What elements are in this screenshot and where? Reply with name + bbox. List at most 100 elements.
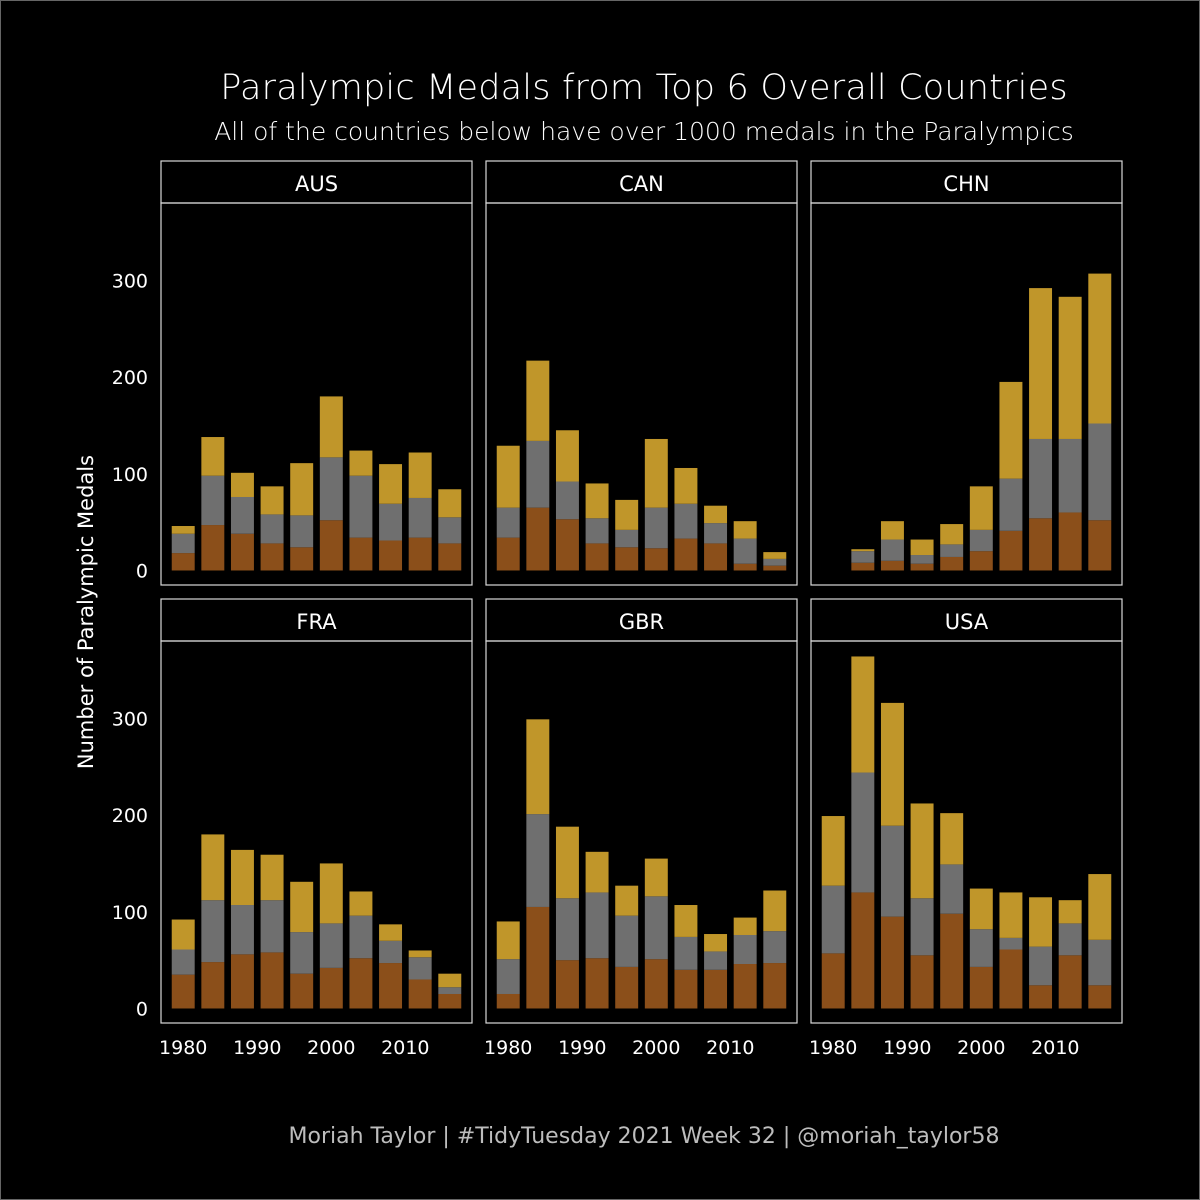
bar-usa-2004-gold	[999, 892, 1023, 938]
bar-aus-2008-bronze	[379, 540, 403, 571]
bar-chn-1984-bronze	[851, 562, 875, 571]
bar-can-2004-bronze	[674, 538, 698, 571]
bar-fra-2008-silver	[379, 940, 403, 964]
x-tick-label: 1980	[159, 1037, 207, 1059]
bar-usa-1988-bronze	[880, 916, 904, 1009]
facet-strip	[160, 160, 473, 204]
facet-label-fra: FRA	[296, 610, 337, 634]
x-tick-label: 1990	[233, 1037, 281, 1059]
bar-fra-2012-silver	[408, 957, 432, 980]
bar-usa-2000-silver	[969, 929, 993, 967]
bar-gbr-2012-bronze	[733, 964, 757, 1009]
bar-fra-1984-silver	[201, 900, 225, 963]
bar-usa-1980-silver	[821, 885, 845, 954]
bar-aus-1996-silver	[290, 515, 314, 548]
panel-border	[810, 202, 1123, 586]
bar-can-2016-silver	[763, 558, 787, 566]
y-tick-label: 100	[112, 464, 148, 486]
bar-gbr-2016-bronze	[763, 963, 787, 1009]
bar-gbr-1984-silver	[526, 814, 550, 907]
bar-aus-2000-bronze	[319, 520, 343, 571]
bar-chn-1996-gold	[940, 524, 964, 545]
bar-fra-2008-gold	[379, 924, 403, 941]
bar-gbr-2000-bronze	[644, 959, 668, 1009]
bar-fra-2004-bronze	[349, 958, 373, 1009]
bar-can-2000-silver	[644, 507, 668, 549]
bar-fra-1992-silver	[260, 900, 284, 953]
bar-usa-2016-silver	[1088, 939, 1112, 986]
x-tick-label: 2000	[632, 1037, 680, 1059]
bar-aus-1980-bronze	[171, 553, 195, 571]
bar-can-2016-gold	[763, 552, 787, 559]
bar-chn-2000-silver	[969, 529, 993, 552]
bar-usa-2012-silver	[1058, 923, 1082, 956]
x-tick-label: 2000	[307, 1037, 355, 1059]
facet-label-usa: USA	[945, 610, 989, 634]
facet-label-can: CAN	[619, 172, 664, 196]
bar-fra-2012-gold	[408, 950, 432, 958]
facet-label-aus: AUS	[295, 172, 338, 196]
bar-gbr-2012-silver	[733, 934, 757, 965]
bar-usa-1992-silver	[910, 898, 934, 956]
bar-chn-2004-silver	[999, 478, 1023, 531]
bar-can-1988-silver	[555, 481, 579, 520]
bar-can-2012-gold	[733, 521, 757, 539]
bar-aus-2000-gold	[319, 396, 343, 458]
bar-aus-1984-bronze	[201, 525, 225, 571]
bar-usa-1984-silver	[851, 772, 875, 893]
bar-usa-2004-bronze	[999, 949, 1023, 1009]
bar-gbr-1992-bronze	[585, 958, 609, 1009]
bar-fra-1996-silver	[290, 932, 314, 974]
bar-gbr-1992-gold	[585, 851, 609, 893]
bar-usa-2000-gold	[969, 888, 993, 930]
bar-usa-1984-bronze	[851, 892, 875, 1009]
bar-chn-2016-gold	[1088, 273, 1112, 424]
bar-usa-1988-gold	[880, 702, 904, 826]
bar-can-2008-gold	[704, 505, 728, 524]
facet-strip	[160, 598, 473, 642]
bar-usa-1996-gold	[940, 813, 964, 865]
bar-aus-2004-gold	[349, 450, 373, 476]
bar-usa-2016-gold	[1088, 874, 1112, 940]
bar-can-1984-silver	[526, 440, 550, 508]
bar-aus-1980-gold	[171, 526, 195, 534]
bar-usa-1996-silver	[940, 864, 964, 914]
bar-usa-2012-bronze	[1058, 955, 1082, 1009]
bar-fra-2016-bronze	[438, 993, 462, 1009]
bar-gbr-2016-gold	[763, 890, 787, 932]
bar-usa-1992-bronze	[910, 955, 934, 1009]
bar-aus-2012-silver	[408, 497, 432, 538]
bar-chn-1984-gold	[851, 549, 875, 552]
bar-can-1988-gold	[555, 430, 579, 482]
bar-fra-1988-bronze	[230, 954, 254, 1009]
panel-border	[160, 640, 473, 1024]
bar-fra-1996-bronze	[290, 973, 314, 1009]
panel-border	[160, 202, 473, 586]
x-tick-label: 1990	[883, 1037, 931, 1059]
bar-fra-1980-silver	[171, 949, 195, 975]
panel-border	[485, 640, 798, 1024]
bar-chn-1996-silver	[940, 544, 964, 557]
bar-usa-2008-gold	[1029, 897, 1053, 947]
bar-chn-2012-silver	[1058, 438, 1082, 513]
bar-can-2016-bronze	[763, 565, 787, 571]
bar-fra-2012-bronze	[408, 979, 432, 1009]
bar-gbr-1992-silver	[585, 892, 609, 959]
bar-chn-2008-silver	[1029, 438, 1053, 519]
bar-fra-2000-silver	[319, 923, 343, 968]
bar-gbr-2016-silver	[763, 931, 787, 964]
bar-chn-2008-gold	[1029, 288, 1053, 439]
bar-aus-1988-gold	[230, 472, 254, 497]
bar-fra-1988-silver	[230, 905, 254, 955]
bar-chn-1996-bronze	[940, 556, 964, 571]
bar-chn-1984-silver	[851, 551, 875, 563]
bar-can-2012-silver	[733, 538, 757, 564]
y-tick-label: 100	[112, 902, 148, 924]
bar-chn-1992-gold	[910, 539, 934, 556]
bar-usa-2004-silver	[999, 937, 1023, 950]
bar-gbr-1988-gold	[555, 826, 579, 899]
bar-fra-2004-gold	[349, 891, 373, 916]
bar-can-2004-gold	[674, 467, 698, 504]
bar-chn-1988-bronze	[880, 560, 904, 571]
